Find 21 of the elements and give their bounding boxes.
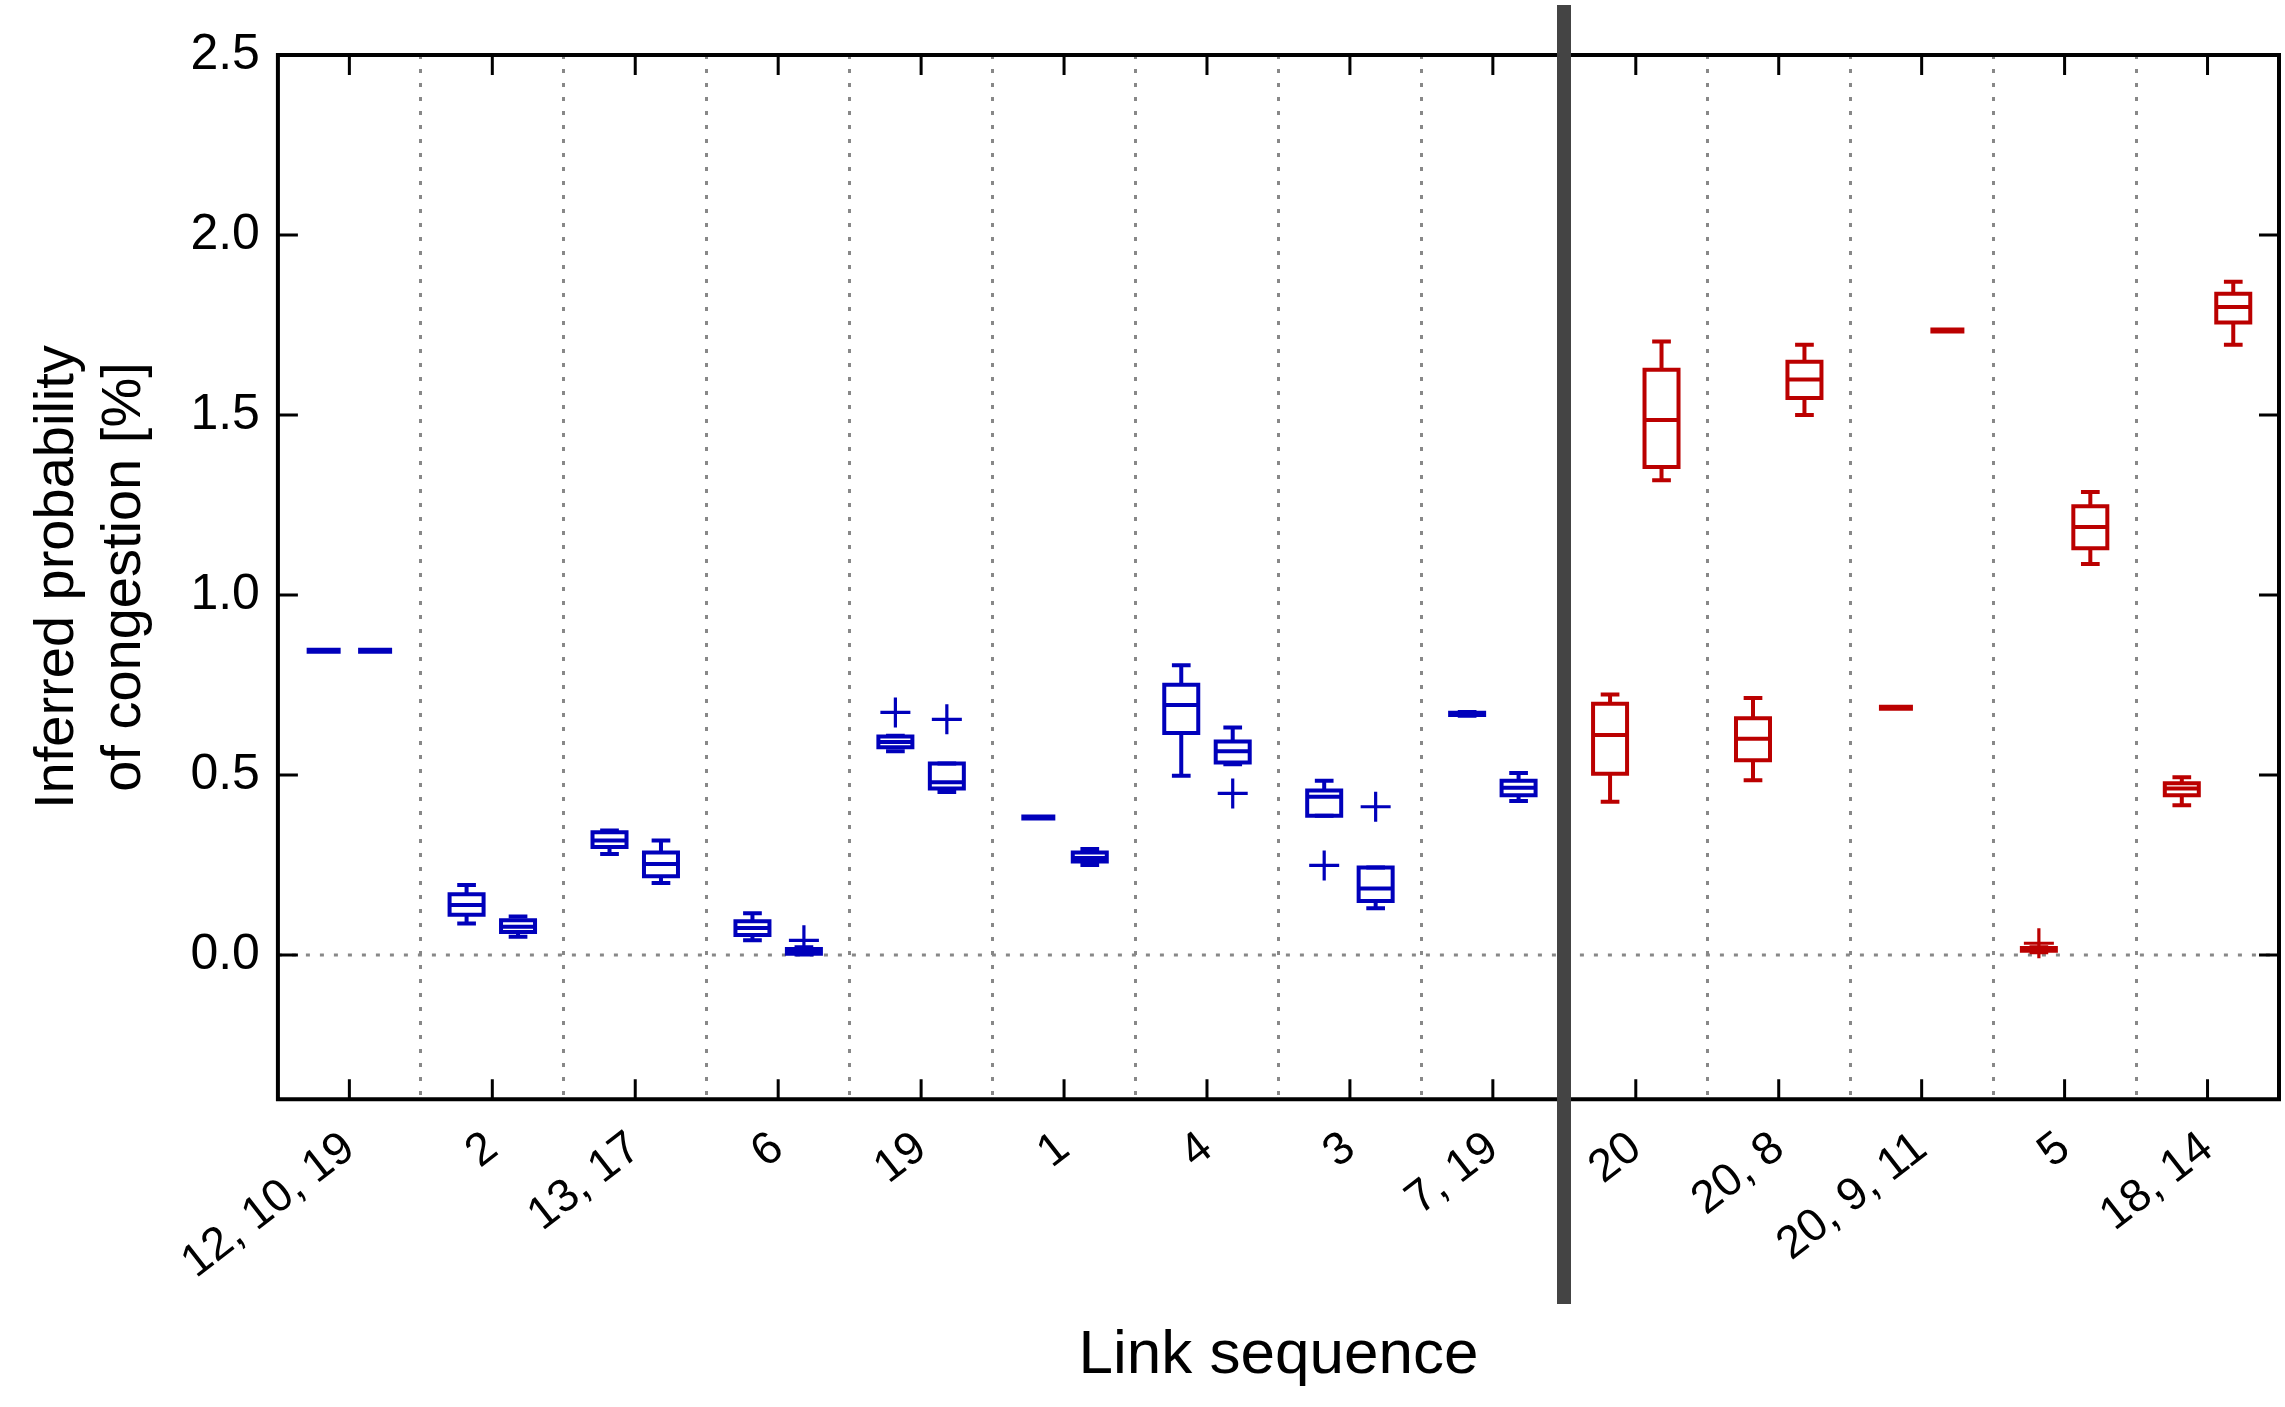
x-tick-label: 4 (1168, 1119, 1221, 1177)
y-tick-label: 1.0 (190, 563, 260, 620)
x-axis-title: Link sequence (1078, 1316, 1479, 1386)
y-tick-label: 0.5 (190, 743, 260, 800)
x-tick-label: 13, 17 (516, 1119, 650, 1240)
x-tick-label: 2 (454, 1119, 507, 1177)
x-tick-label: 1 (1025, 1119, 1079, 1177)
x-tick-label: 20 (1577, 1119, 1650, 1193)
x-tick-label: 3 (1311, 1119, 1364, 1177)
x-tick-label: 5 (2026, 1119, 2079, 1177)
x-tick-label: 20, 8 (1680, 1119, 1793, 1224)
x-tick-label: 7, 19 (1394, 1119, 1507, 1224)
y-axis-title: Inferred probability of congestion [%] (22, 345, 153, 809)
x-tick-label: 6 (739, 1119, 793, 1177)
y-tick-label: 2.0 (190, 203, 260, 260)
y-tick-label: 0.0 (190, 923, 260, 980)
y-tick-label: 2.5 (190, 23, 260, 80)
x-tick-label: 12, 10, 19 (170, 1119, 364, 1287)
x-tick-label: 19 (862, 1119, 936, 1193)
y-tick-label: 1.5 (190, 383, 260, 440)
x-tick-label: 18, 14 (2088, 1119, 2222, 1240)
